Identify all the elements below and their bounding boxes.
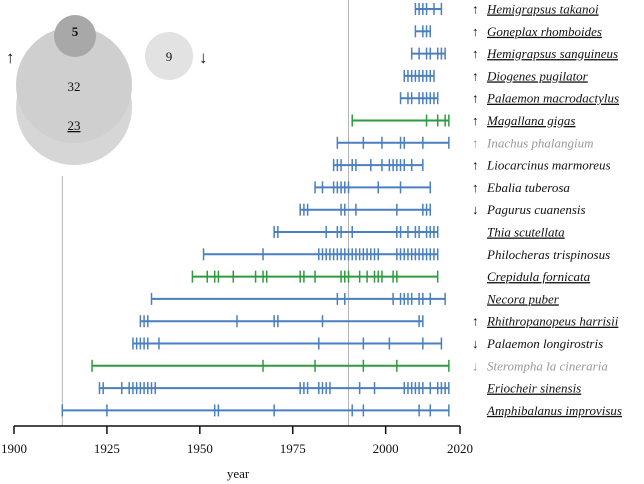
species-label: Pagurus cuanensis (486, 202, 586, 217)
trend-arrow: ↑ (472, 24, 479, 39)
trend-arrow: ↑ (472, 135, 479, 150)
species-label: Inachus phalangium (486, 135, 594, 150)
species-row (403, 69, 435, 82)
trend-arrow: ↑ (472, 91, 479, 106)
venn-bottom-value: 23 (68, 118, 81, 133)
venn-circle-separate (145, 32, 193, 80)
species-row (150, 292, 446, 305)
species-label: Palaemon longirostris (486, 336, 603, 351)
trend-arrow: ↑ (472, 158, 479, 173)
trend-arrow: ↑ (472, 68, 479, 83)
venn-diagram: ↑ ↓ 5 32 23 9 (6, 15, 208, 165)
species-label: Crepidula fornicata (487, 269, 591, 284)
trend-arrow: ↓ (472, 202, 479, 217)
species-label: Hemigrapsus takanoi (486, 2, 599, 17)
species-label: Rhithropanopeus harrisii (486, 314, 619, 329)
x-tick-label: 2000 (373, 441, 399, 456)
species-row (191, 270, 439, 283)
species-label: Palaemon macrodactylus (486, 91, 619, 106)
x-axis: 1900 1925 1950 1975 2000 2020 (1, 425, 473, 456)
venn-separate-value: 9 (166, 49, 173, 64)
species-row (98, 382, 450, 395)
trend-arrow: ↓ (472, 336, 479, 351)
trend-arrow: ↑ (472, 113, 479, 128)
species-labels: ↑ Hemigrapsus takanoi ↑ Goneplax rhomboides… (472, 2, 622, 418)
species-label: Hemigrapsus sanguineus (486, 46, 618, 61)
x-tick-label: 1950 (187, 441, 213, 456)
species-row (332, 159, 424, 172)
species-row (273, 226, 439, 238)
species-label: Diogenes pugilator (486, 68, 589, 83)
species-row (61, 404, 450, 417)
species-row (336, 136, 450, 149)
species-row (91, 359, 450, 372)
x-tick-label: 2020 (447, 441, 473, 456)
species-row (410, 47, 446, 60)
venn-circle-inner (54, 15, 96, 57)
species-label: Liocarcinus marmoreus (486, 158, 611, 173)
species-row (351, 114, 450, 127)
species-label: Philocheras trispinosus (486, 247, 610, 262)
species-label: Necora puber (486, 291, 560, 306)
venn-up-arrow: ↑ (6, 48, 15, 67)
species-row (414, 3, 443, 15)
x-tick-label: 1975 (280, 441, 306, 456)
species-row (314, 181, 432, 194)
species-row (202, 248, 439, 261)
trend-arrow: ↑ (472, 46, 479, 61)
species-row (139, 315, 424, 328)
venn-inner-value: 5 (72, 24, 79, 39)
trend-arrow: ↓ (472, 358, 479, 373)
trend-arrow: ↑ (472, 314, 479, 329)
species-row (299, 203, 432, 216)
species-label: Magallana gigas (486, 113, 575, 128)
species-label: Amphibalanus improvisus (486, 403, 622, 418)
x-axis-title: year (227, 466, 250, 481)
species-row (132, 337, 443, 350)
species-row (399, 92, 439, 105)
species-label: Thia scutellata (487, 225, 565, 240)
trend-arrow: ↑ (472, 2, 479, 17)
species-label: Ebalia tuberosa (486, 180, 570, 195)
venn-circle-bottom (16, 49, 132, 165)
reference-lines (61, 0, 349, 426)
species-label: Goneplax rhomboides (487, 24, 602, 39)
venn-down-arrow: ↓ (199, 48, 208, 67)
x-tick-label: 1925 (94, 441, 120, 456)
species-label: Eriocheir sinensis (486, 381, 581, 396)
trend-arrow: ↑ (472, 180, 479, 195)
species-rows (61, 3, 450, 417)
x-tick-label: 1900 (1, 441, 27, 456)
species-row (414, 25, 432, 38)
species-label: Sterompha la cineraria (487, 358, 608, 373)
venn-overlap-value: 32 (68, 79, 81, 94)
